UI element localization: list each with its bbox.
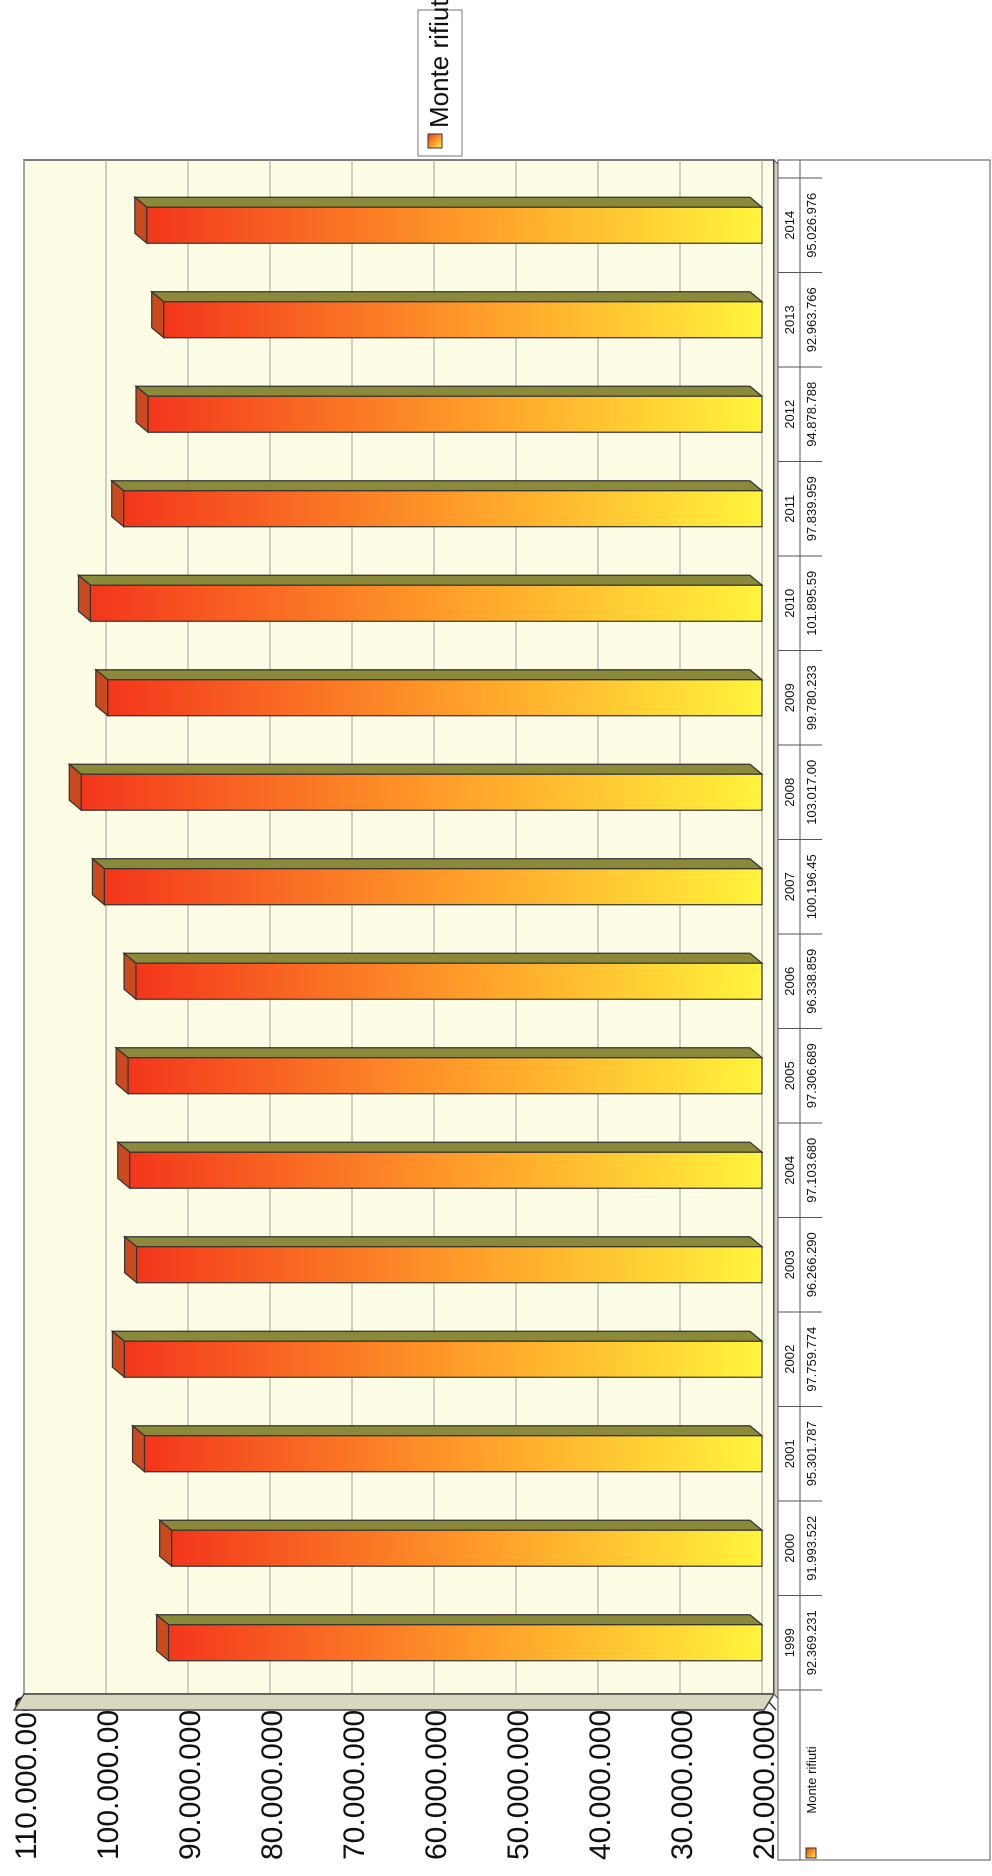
bar <box>89 584 763 622</box>
data-label: 92.963.766 <box>804 287 819 352</box>
data-label: 97.759.774 <box>804 1327 819 1392</box>
y-tick-label: 50.000.000 <box>502 1710 535 1860</box>
bar-top-face <box>150 291 764 303</box>
category-label: 2001 <box>782 1439 797 1468</box>
data-label: 96.266.290 <box>804 1232 819 1297</box>
bar <box>135 962 763 1000</box>
legend-box <box>417 9 463 157</box>
bar-top-face <box>110 1330 764 1342</box>
data-label: 96.338.859 <box>804 949 819 1014</box>
bar-top-face <box>67 763 764 775</box>
bar <box>143 1435 763 1473</box>
legend-swatch <box>427 133 443 149</box>
bar-top-face <box>130 1425 764 1437</box>
category-label: 2011 <box>782 495 797 523</box>
data-table-frame <box>777 159 991 1861</box>
category-label: 2003 <box>782 1250 797 1279</box>
table-series-label: Monte rifiuti <box>804 1746 819 1813</box>
data-label: 95.301.787 <box>804 1421 819 1486</box>
category-label: 2000 <box>782 1534 797 1563</box>
data-label: 100.196.45 <box>804 854 819 919</box>
category-label: 2004 <box>782 1156 797 1185</box>
bar-top-face <box>114 1047 764 1059</box>
y-tick-label: 30.000.000 <box>666 1710 699 1860</box>
data-label: 101.895.59 <box>804 571 819 636</box>
bar <box>167 1624 763 1662</box>
data-label: 103.017.00 <box>804 760 819 825</box>
bar-top-face <box>134 385 764 397</box>
bar-top-face <box>90 858 764 870</box>
data-label: 97.839.959 <box>804 476 819 541</box>
y-tick-label: 100.000.000 <box>92 1693 125 1860</box>
data-label: 97.306.689 <box>804 1043 819 1108</box>
bar <box>147 395 763 433</box>
bar <box>163 301 763 339</box>
category-label: 2005 <box>782 1061 797 1090</box>
data-label: 95.026.976 <box>804 193 819 258</box>
plot-floor <box>12 1693 776 1711</box>
bar-top-face <box>76 574 764 586</box>
category-label: 2013 <box>782 305 797 334</box>
bar <box>103 868 763 906</box>
y-tick-label: 40.000.000 <box>584 1710 617 1860</box>
bar <box>129 1151 763 1189</box>
bar <box>107 679 763 717</box>
y-tick-label: 90.000.000 <box>174 1710 207 1860</box>
bar-top-face <box>154 1614 764 1626</box>
bar-top-face <box>116 1141 764 1153</box>
bar-top-face <box>122 1236 764 1248</box>
category-label: 2008 <box>782 778 797 807</box>
bar-top-face <box>122 952 764 964</box>
category-label: 2014 <box>782 211 797 240</box>
category-label: 2002 <box>782 1345 797 1374</box>
category-label: 2010 <box>782 589 797 618</box>
category-label: 1999 <box>782 1628 797 1657</box>
category-label: 2006 <box>782 967 797 996</box>
bar <box>136 1246 763 1284</box>
bar-top-face <box>157 1519 764 1531</box>
bar <box>171 1529 763 1567</box>
data-label: 97.103.680 <box>804 1138 819 1203</box>
y-tick-label: 70.000.000 <box>338 1710 371 1860</box>
y-tick-label: 80.000.000 <box>256 1710 289 1860</box>
bar <box>123 1340 763 1378</box>
bar-top-face <box>133 196 764 208</box>
data-label: 94.878.788 <box>804 382 819 447</box>
data-label: 92.369.231 <box>804 1610 819 1675</box>
bar-top-face <box>110 480 764 492</box>
bar <box>80 773 763 811</box>
data-label: 99.780.233 <box>804 665 819 730</box>
y-tick-label: 20.000.000 <box>748 1710 781 1860</box>
table-legend-key <box>805 1847 817 1859</box>
y-tick-label: 60.000.000 <box>420 1710 453 1860</box>
data-label: 91.993.522 <box>804 1516 819 1581</box>
bar <box>123 490 763 528</box>
bar-top-face <box>94 669 764 681</box>
bar <box>146 206 763 244</box>
bar <box>127 1057 763 1095</box>
legend-label: Monte rifiuti <box>424 0 454 128</box>
y-tick-label: 110.000.000 <box>10 1695 43 1860</box>
category-label: 2007 <box>782 872 797 901</box>
category-label: 2012 <box>782 400 797 429</box>
category-label: 2009 <box>782 683 797 712</box>
